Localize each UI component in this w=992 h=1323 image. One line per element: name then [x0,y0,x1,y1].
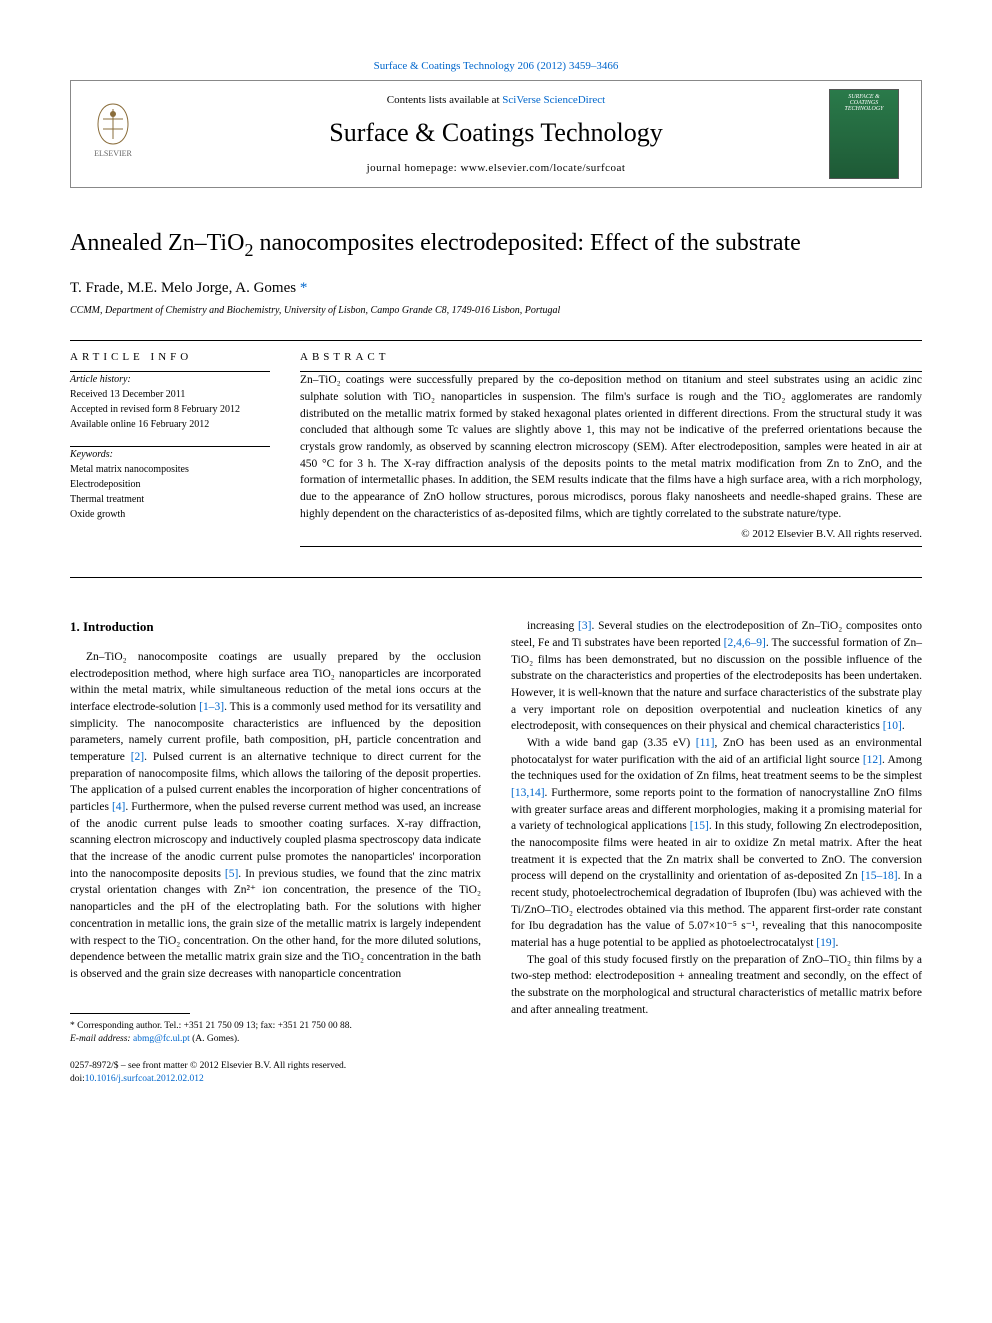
journal-name: Surface & Coatings Technology [163,118,829,148]
online-date: Available online 16 February 2012 [70,417,270,432]
publisher-name: ELSEVIER [94,149,132,158]
received-date: Received 13 December 2011 [70,387,270,402]
reference-link[interactable]: [10] [883,720,902,732]
reference-link[interactable]: [11] [696,737,715,749]
body-column-right: increasing [3]. Several studies on the e… [511,618,922,1086]
keyword: Electrodeposition [70,477,270,492]
affiliation: CCMM, Department of Chemistry and Bioche… [70,305,922,316]
abstract-column: ABSTRACT Zn–TiO₂ coatings were successfu… [300,341,922,547]
reference-link[interactable]: [15] [690,820,709,832]
doi-block: 0257-8972/$ – see front matter © 2012 El… [70,1060,481,1087]
top-journal-link[interactable]: Surface & Coatings Technology 206 (2012)… [374,60,619,72]
top-citation: Surface & Coatings Technology 206 (2012)… [70,60,922,72]
body-column-left: 1. Introduction Zn–TiO₂ nanocomposite co… [70,618,481,1086]
publisher-logo-block: ELSEVIER [83,99,163,169]
issn-line: 0257-8972/$ – see front matter © 2012 El… [70,1060,481,1073]
article-title: Annealed Zn–TiO2 nanocomposites electrod… [70,228,922,262]
reference-link[interactable]: [12] [863,754,882,766]
divider [300,546,922,547]
keyword: Oxide growth [70,507,270,522]
email-label: E-mail address: [70,1034,131,1044]
homepage-line: journal homepage: www.elsevier.com/locat… [163,162,829,174]
keywords-label: Keywords: [70,447,270,462]
article-info-column: ARTICLE INFO Article history: Received 1… [70,341,270,547]
reference-link[interactable]: [1–3] [199,701,224,713]
authors-line: T. Frade, M.E. Melo Jorge, A. Gomes * [70,280,922,297]
reference-link[interactable]: [2,4,6–9] [724,637,766,649]
doi-link[interactable]: 10.1016/j.surfcoat.2012.02.012 [85,1074,204,1084]
corresponding-footnote: * Corresponding author. Tel.: +351 21 75… [70,1020,481,1047]
reference-link[interactable]: [19] [816,937,835,949]
contents-line: Contents lists available at SciVerse Sci… [163,94,829,106]
body-paragraph: The goal of this study focused firstly o… [511,952,922,1019]
reference-link[interactable]: [13,14] [511,787,545,799]
journal-banner: ELSEVIER Contents lists available at Sci… [70,80,922,188]
info-header: ARTICLE INFO [70,351,270,363]
abstract-text: Zn–TiO₂ coatings were successfully prepa… [300,372,922,522]
corresponding-mark[interactable]: * [300,280,308,296]
history-label: Article history: [70,372,270,387]
reference-link[interactable]: [15–18] [861,870,897,882]
reference-link[interactable]: [3] [578,620,591,632]
elsevier-logo: ELSEVIER [83,99,143,169]
abstract-copyright: © 2012 Elsevier B.V. All rights reserved… [300,528,922,540]
abstract-header: ABSTRACT [300,351,922,363]
accepted-date: Accepted in revised form 8 February 2012 [70,402,270,417]
journal-cover-thumb: SURFACE & COATINGS TECHNOLOGY [829,89,899,179]
body-paragraph: increasing [3]. Several studies on the e… [511,618,922,735]
footnote-divider [70,1013,190,1014]
sciencedirect-link[interactable]: SciVerse ScienceDirect [502,94,605,106]
keyword: Metal matrix nanocomposites [70,462,270,477]
reference-link[interactable]: [2] [131,751,144,763]
section-heading: 1. Introduction [70,618,481,637]
reference-link[interactable]: [4] [112,801,125,813]
keyword: Thermal treatment [70,492,270,507]
body-columns: 1. Introduction Zn–TiO₂ nanocomposite co… [70,618,922,1086]
reference-link[interactable]: [5] [225,868,238,880]
email-link[interactable]: abmg@fc.ul.pt [133,1034,190,1044]
divider [70,577,922,578]
homepage-url: www.elsevier.com/locate/surfcoat [460,162,625,174]
body-paragraph: With a wide band gap (3.35 eV) [11], ZnO… [511,735,922,952]
body-paragraph: Zn–TiO₂ nanocomposite coatings are usual… [70,649,481,982]
